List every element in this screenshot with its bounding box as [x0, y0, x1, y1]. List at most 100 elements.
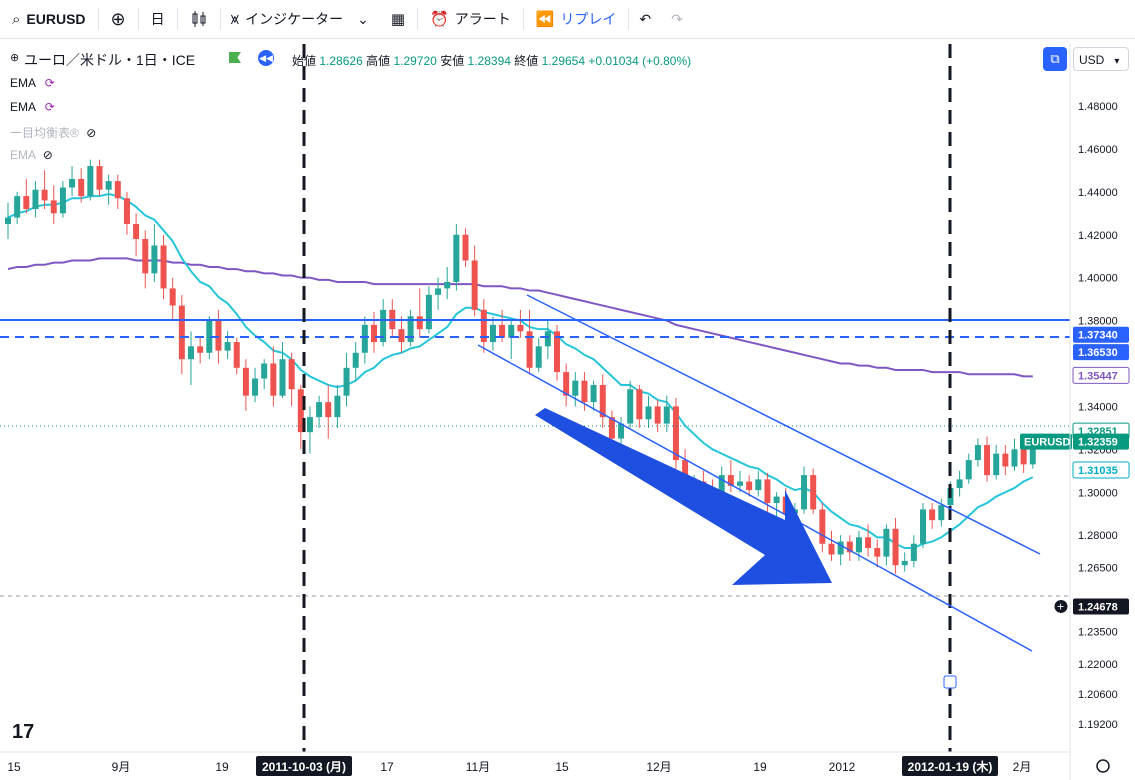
channel-lower-line[interactable]: [477, 344, 1033, 652]
settings-icon[interactable]: [1096, 759, 1110, 773]
candle-body: [435, 288, 442, 295]
candle-body: [965, 460, 972, 480]
candle-body: [87, 166, 94, 197]
candle-body: [535, 346, 542, 368]
candle-body: [828, 543, 835, 555]
price-label-text: 1.36530: [1078, 347, 1118, 359]
price-label-box: [1073, 433, 1129, 450]
price-label-box: [1073, 326, 1129, 343]
plus-icon: [1053, 598, 1069, 614]
ohlc-values: 始値 1.28626 高値 1.29720 安値 1.28394 終値 1.29…: [292, 52, 691, 69]
price-label-box: [1072, 461, 1130, 479]
candle-body: [810, 475, 817, 510]
flag-icon: [229, 52, 241, 63]
symbol-search[interactable]: ⌕ EURUSD: [0, 8, 99, 30]
close-value: 1.29654: [541, 54, 586, 68]
time-axis[interactable]: 15 9月 19 2011-10-03 (月) 17 11月 15 12月 19 2012 2012…: [0, 44, 1071, 780]
time-tick-label: 15: [555, 760, 569, 774]
candle-body: [727, 475, 734, 486]
currency-select[interactable]: USD ▾: [1073, 47, 1129, 71]
price-label-text: 1.24678: [1078, 601, 1118, 613]
down-arrow[interactable]: [535, 408, 832, 585]
symbol-info-bar: ⊕ ユーロ／米ドル・1日・ICE ◀◀ 始値 1.28626 高値 1.2972…: [0, 44, 1135, 72]
alarm-clock-icon: ⏰: [430, 11, 449, 28]
candle-body: [23, 196, 30, 209]
candle-body: [737, 481, 743, 486]
candle-body: [224, 342, 231, 351]
event-marker[interactable]: [943, 675, 957, 689]
legend-label: EMA: [10, 76, 36, 90]
redo-icon: ↷: [671, 10, 683, 27]
candle-body: [425, 294, 432, 330]
time-tick-label: 19: [753, 760, 767, 774]
candle-body: [206, 320, 213, 353]
legend-ema-2[interactable]: EMA ⟳: [10, 100, 55, 114]
candle-body: [892, 528, 899, 566]
candle-body: [929, 509, 936, 521]
candle-body: [462, 234, 469, 261]
compare-button[interactable]: ⊕: [99, 8, 139, 30]
loading-icon: ⟳: [44, 100, 55, 114]
price-tick-label: 1.42000: [1078, 230, 1118, 242]
candle-body: [5, 217, 11, 225]
candle-body: [316, 402, 323, 418]
indicators-button[interactable]: ⩙ インジケーター ⌄: [221, 0, 379, 38]
price-tick-label: 1.48000: [1078, 101, 1118, 113]
chevron-down-icon: ▾: [1114, 56, 1120, 67]
replay-button[interactable]: ⏪ リプレイ: [524, 8, 630, 30]
tradingview-logo: 17: [12, 721, 34, 743]
candle-body: [883, 528, 890, 557]
candle-body: [910, 543, 917, 561]
low-label: 安値: [440, 54, 465, 68]
scale-mode-button[interactable]: ⧉: [1043, 47, 1067, 71]
candle-body: [1011, 449, 1018, 467]
symbol-label-text: EURUSD: [1024, 437, 1071, 449]
chart-type-button[interactable]: [178, 8, 221, 30]
layout-button[interactable]: ▦: [379, 8, 419, 30]
candle-body: [663, 406, 670, 424]
collapse-legend-icon[interactable]: ◀◀: [258, 50, 274, 66]
time-tick-label: 11月: [466, 760, 490, 774]
candle-body: [819, 509, 826, 544]
low-value: 1.28394: [467, 54, 511, 68]
candle-body: [1002, 453, 1009, 467]
symbol-title: ユーロ／米ドル・1日・ICE: [24, 52, 196, 68]
crosshair-date-box: [256, 756, 352, 776]
candle-body: [544, 331, 551, 347]
candle-body: [773, 496, 780, 503]
candles-icon: [192, 11, 206, 27]
candle-body: [618, 423, 625, 439]
legend-ema-1[interactable]: EMA ⟳: [10, 76, 55, 90]
legend-ema-3[interactable]: EMA ⊘: [10, 148, 53, 162]
undo-button[interactable]: ↶: [629, 0, 661, 38]
redo-button[interactable]: ↷: [661, 0, 693, 38]
time-tick-label: 19: [215, 760, 229, 774]
candle-body: [361, 324, 368, 353]
drawings: [0, 44, 1070, 752]
price-label-text: 1.35447: [1078, 370, 1118, 382]
candle-body: [188, 346, 194, 360]
currency-label: USD: [1079, 53, 1105, 67]
alert-button[interactable]: ⏰ アラート: [418, 8, 524, 30]
candle-body: [801, 475, 808, 510]
eye-off-icon: ⊘: [42, 148, 53, 162]
candle-body: [471, 260, 478, 310]
price-chart[interactable]: 1.48000 1.46000 1.44000 1.42000 1.40000 1.380…: [0, 38, 1135, 780]
candle-body: [197, 346, 204, 353]
time-tick-label: 2012-01-19 (木): [908, 759, 993, 774]
candle-body: [444, 281, 451, 289]
candle-body: [380, 309, 387, 343]
candle-body: [654, 406, 661, 424]
candle-body: [416, 316, 423, 330]
interval-button[interactable]: 日: [139, 8, 178, 30]
candle-body: [160, 245, 167, 289]
candle-body: [480, 309, 487, 343]
price-tick-label: 1.22000: [1078, 659, 1118, 671]
price-axis[interactable]: 1.48000 1.46000 1.44000 1.42000 1.40000 1.380…: [1020, 101, 1130, 731]
scale-icon: ⧉: [1050, 51, 1060, 66]
plus-circle-icon: ⊕: [110, 8, 126, 29]
candle-body: [371, 324, 377, 343]
price-tick-label: 1.28000: [1078, 530, 1118, 542]
legend-ichimoku[interactable]: 一目均衡表® ⊘: [10, 124, 96, 141]
channel-upper-line[interactable]: [526, 294, 1041, 555]
